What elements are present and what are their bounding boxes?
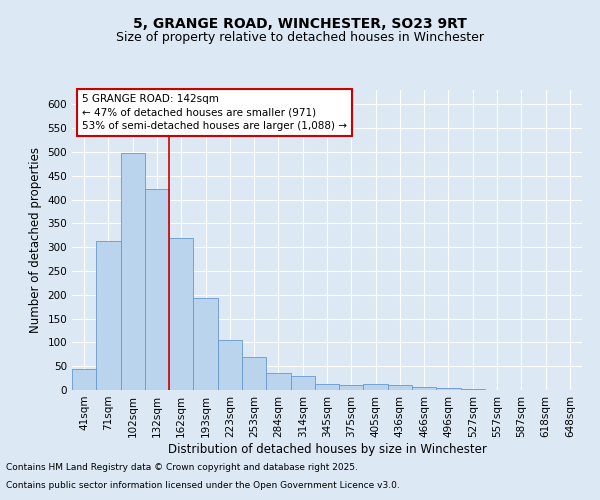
X-axis label: Distribution of detached houses by size in Winchester: Distribution of detached houses by size … bbox=[167, 442, 487, 456]
Bar bbox=[290, 376, 315, 390]
Bar bbox=[96, 241, 121, 390]
Text: Size of property relative to detached houses in Winchester: Size of property relative to detached ho… bbox=[116, 31, 484, 44]
Bar bbox=[461, 389, 485, 390]
Text: 5, GRANGE ROAD, WINCHESTER, SO23 9RT: 5, GRANGE ROAD, WINCHESTER, SO23 9RT bbox=[133, 18, 467, 32]
Bar bbox=[242, 356, 266, 390]
Bar bbox=[436, 388, 461, 390]
Bar bbox=[218, 340, 242, 390]
Bar bbox=[266, 373, 290, 390]
Bar bbox=[72, 368, 96, 390]
Text: Contains public sector information licensed under the Open Government Licence v3: Contains public sector information licen… bbox=[6, 481, 400, 490]
Bar bbox=[339, 385, 364, 390]
Y-axis label: Number of detached properties: Number of detached properties bbox=[29, 147, 42, 333]
Bar bbox=[412, 386, 436, 390]
Bar bbox=[121, 154, 145, 390]
Bar bbox=[388, 385, 412, 390]
Bar bbox=[169, 238, 193, 390]
Bar bbox=[315, 384, 339, 390]
Text: 5 GRANGE ROAD: 142sqm
← 47% of detached houses are smaller (971)
53% of semi-det: 5 GRANGE ROAD: 142sqm ← 47% of detached … bbox=[82, 94, 347, 131]
Bar bbox=[193, 298, 218, 390]
Bar bbox=[145, 189, 169, 390]
Bar bbox=[364, 384, 388, 390]
Text: Contains HM Land Registry data © Crown copyright and database right 2025.: Contains HM Land Registry data © Crown c… bbox=[6, 464, 358, 472]
